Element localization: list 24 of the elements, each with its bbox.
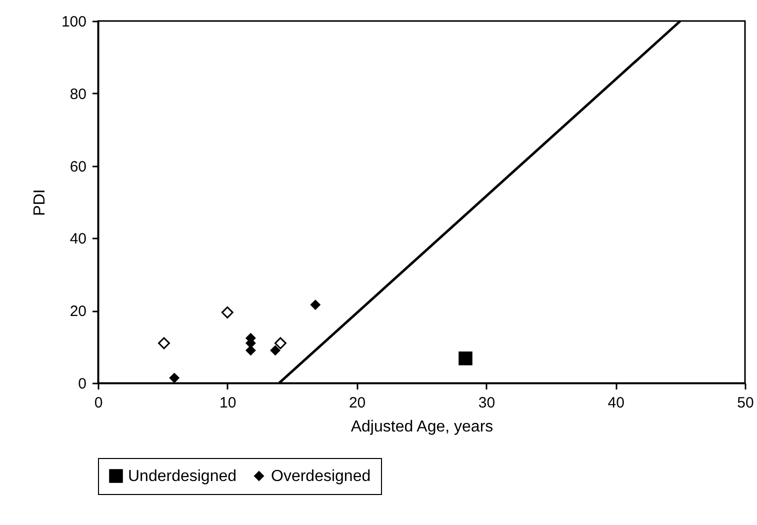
y-tick-label: 0 <box>78 376 86 392</box>
y-tick-label: 80 <box>70 86 86 103</box>
y-tick-label: 40 <box>70 230 86 248</box>
point <box>169 372 180 384</box>
x-tick-label: 30 <box>478 394 496 412</box>
point <box>310 300 321 310</box>
x-tick-label: 10 <box>220 394 236 412</box>
x-tick-label: 50 <box>737 394 754 412</box>
y-tick-label: 60 <box>70 158 86 176</box>
point <box>274 337 286 350</box>
y-axis-title: PDI <box>31 189 48 216</box>
y-tick-label: 100 <box>61 14 86 30</box>
x-tick-label: 40 <box>608 394 624 412</box>
legend-label: Overdesigned <box>271 468 371 485</box>
point <box>458 351 472 366</box>
point <box>221 306 234 318</box>
point <box>245 345 256 356</box>
x-axis-title: Adjusted Age, years <box>350 418 494 436</box>
point <box>158 337 170 350</box>
x-tick-label: 0 <box>94 394 103 412</box>
x-tick-label: 20 <box>348 394 366 412</box>
y-tick-label: 20 <box>70 303 86 320</box>
point <box>270 345 281 356</box>
legend-label: Underdesigned <box>128 468 237 485</box>
